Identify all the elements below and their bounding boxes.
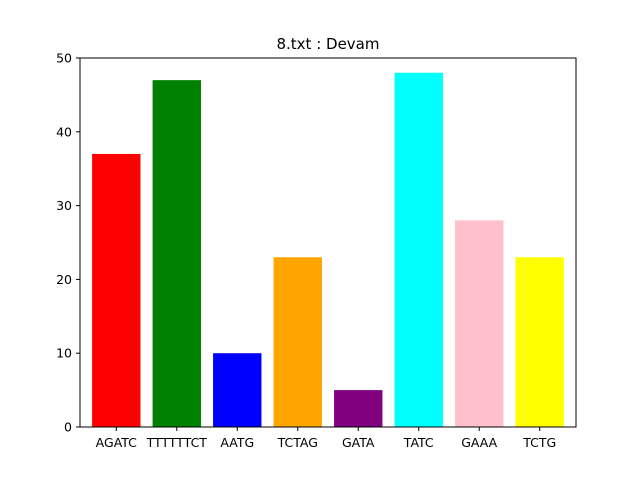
y-tick-label: 10 <box>56 346 72 361</box>
bar-gata <box>334 390 383 427</box>
x-tick-label: GAAA <box>461 435 497 450</box>
x-tick-label: GATA <box>342 435 375 450</box>
y-tick-label: 40 <box>56 124 72 139</box>
bar-agatc <box>92 153 141 427</box>
chart-title: 8.txt : Devam <box>276 35 379 53</box>
bar-gaaa <box>455 220 504 427</box>
y-tick-label: 50 <box>56 51 72 66</box>
bar-tctg <box>515 257 564 427</box>
x-tick-label: TCTG <box>522 435 556 450</box>
x-tick-label: TATC <box>403 435 434 450</box>
x-tick-label: AATG <box>220 435 254 450</box>
y-axis: 0 10 20 30 40 50 <box>56 51 80 435</box>
bar-tctag <box>273 257 322 427</box>
y-tick-label: 20 <box>56 272 72 287</box>
y-tick-label: 0 <box>64 420 72 435</box>
bar-ttttttct <box>152 80 201 427</box>
y-tick-label: 30 <box>56 198 72 213</box>
bar-tatc <box>394 72 443 427</box>
x-tick-label: AGATC <box>96 435 138 450</box>
bar-aatg <box>213 353 262 427</box>
x-axis: AGATC TTTTTTCT AATG TCTAG GATA TATC GAAA TCTG <box>96 427 556 450</box>
x-tick-label: TCTAG <box>277 435 318 450</box>
x-tick-label: TTTTTTCT <box>146 435 208 450</box>
bars-group <box>92 72 564 427</box>
plot-frame <box>79 57 577 428</box>
